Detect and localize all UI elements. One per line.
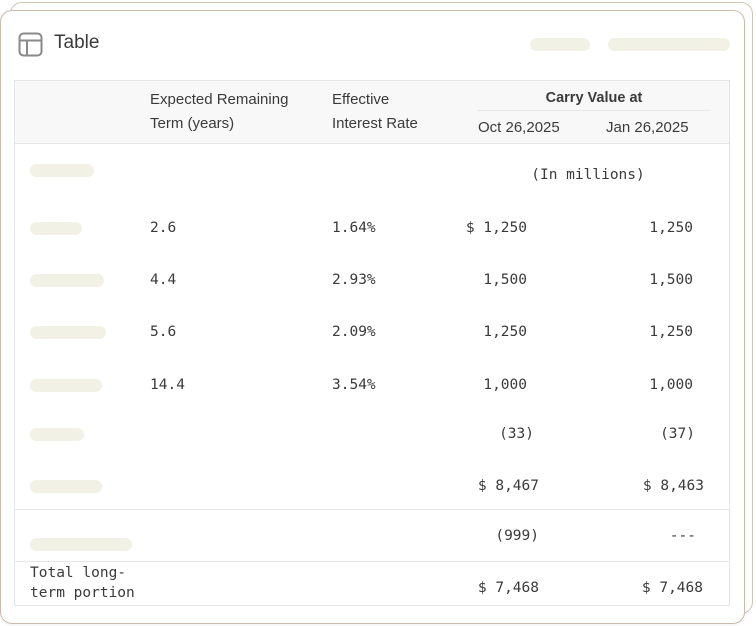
card-title: Table [54, 32, 100, 53]
jan-cell: 1,250 [649, 324, 693, 340]
skeleton [608, 38, 730, 51]
skeleton [30, 326, 106, 339]
oct-cell: $ 1,250 [465, 220, 527, 236]
jan-cell: --- [669, 528, 696, 544]
term-cell: 4.4 [150, 272, 177, 288]
oct-cell: (999) [495, 528, 539, 544]
jan-cell: 1,000 [649, 377, 693, 393]
skeleton [30, 538, 132, 551]
row-divider [14, 561, 730, 562]
oct-cell: 1,500 [483, 272, 527, 288]
table-icon [18, 32, 43, 57]
column-header: Effective Interest Rate [332, 91, 418, 132]
skeleton [530, 38, 590, 51]
jan-cell: 1,250 [649, 220, 693, 236]
rate-cell: 3.54% [332, 377, 376, 393]
rate-cell: 1.64% [332, 220, 376, 236]
jan-cell: $ 8,463 [642, 478, 704, 494]
column-header: Oct 26,2025 [478, 119, 560, 136]
table [14, 80, 730, 606]
column-header: Expected Remaining Term (years) [150, 91, 289, 132]
column-header: Jan 26,2025 [606, 119, 689, 136]
group-divider [477, 110, 711, 111]
jan-cell: (37) [660, 426, 695, 442]
units-note: (In millions) [531, 167, 645, 183]
skeleton [30, 480, 102, 493]
jan-cell: 1,500 [649, 272, 693, 288]
skeleton [30, 164, 94, 177]
jan-cell: $ 7,468 [641, 580, 703, 596]
term-cell: 14.4 [150, 377, 185, 393]
oct-cell: 1,000 [483, 377, 527, 393]
oct-cell: 1,250 [483, 324, 527, 340]
term-cell: 2.6 [150, 220, 177, 236]
oct-cell: $ 7,468 [477, 580, 539, 596]
oct-cell: (33) [499, 426, 534, 442]
skeleton [30, 428, 84, 441]
skeleton [30, 379, 102, 392]
skeleton [30, 274, 104, 287]
term-cell: 5.6 [150, 324, 177, 340]
rate-cell: 2.93% [332, 272, 376, 288]
oct-cell: $ 8,467 [477, 478, 539, 494]
row-label: Total long- term portion [30, 565, 135, 601]
rate-cell: 2.09% [332, 324, 376, 340]
group-header: Carry Value at [545, 90, 643, 106]
skeleton [30, 222, 82, 235]
table-header [14, 80, 730, 144]
row-divider [14, 509, 730, 510]
